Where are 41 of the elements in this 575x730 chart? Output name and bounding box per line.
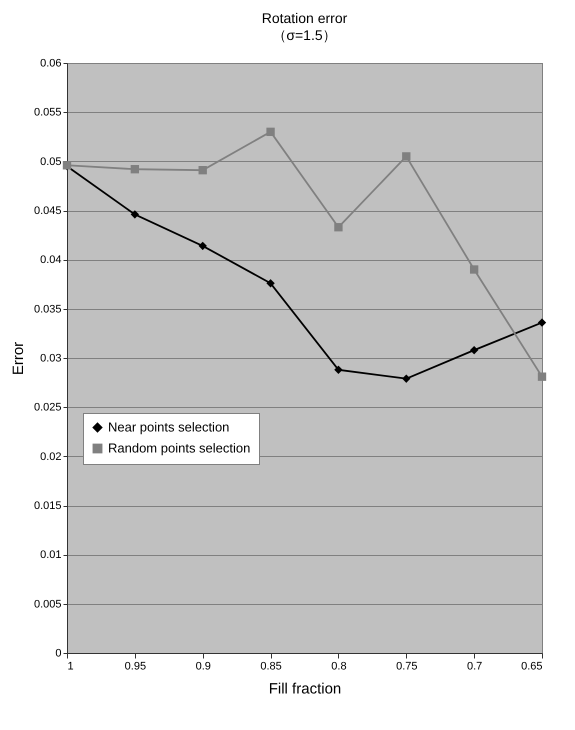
point (130, 165, 140, 174)
point (402, 152, 410, 161)
x-tick-label: 0.8 (331, 660, 347, 672)
y-axis-title: Error (10, 342, 27, 376)
y-tick-label: 0 (55, 648, 62, 660)
y-tick-label: 0.015 (34, 500, 62, 512)
y-tick-label: 0.055 (34, 106, 62, 119)
point (130, 210, 140, 219)
y-tick-label: 0.04 (40, 254, 62, 266)
point (470, 346, 478, 354)
legend-label: Random points selection (108, 440, 250, 456)
point (334, 366, 343, 374)
x-tick-label: 0.85 (260, 660, 282, 672)
y-tick-label: 0.01 (40, 549, 62, 562)
x-tick-label: 0.75 (396, 660, 418, 672)
point (266, 128, 275, 136)
point (334, 223, 343, 232)
x-tick-label: 0.9 (196, 660, 211, 672)
y-tick-label: 0.005 (34, 598, 62, 610)
chart-title: Rotation error (262, 10, 348, 26)
point (402, 374, 410, 383)
point (198, 166, 207, 174)
x-tick-label: 1 (68, 660, 74, 672)
y-tick-label: 0.05 (40, 156, 62, 168)
y-tick-label: 0.025 (34, 402, 62, 414)
x-tick-label: 0.95 (124, 660, 146, 672)
point (538, 372, 546, 381)
point (198, 242, 207, 250)
x-tick-label: 0.65 (521, 660, 542, 672)
point (266, 279, 275, 288)
x-axis-title: Fill fraction (268, 680, 342, 698)
legend-label: Near points selection (108, 420, 230, 434)
chart-subtitle: （σ=1.5） (272, 27, 337, 43)
y-tick-label: 0.02 (40, 450, 62, 463)
y-tick-label: 0.035 (34, 303, 62, 316)
y-tick-label: 0.045 (34, 205, 62, 217)
x-tick-label: 0.7 (466, 660, 482, 672)
y-tick-label: 0.06 (40, 58, 62, 70)
point (538, 318, 546, 327)
point (470, 265, 478, 274)
y-tick-label: 0.03 (40, 352, 62, 364)
